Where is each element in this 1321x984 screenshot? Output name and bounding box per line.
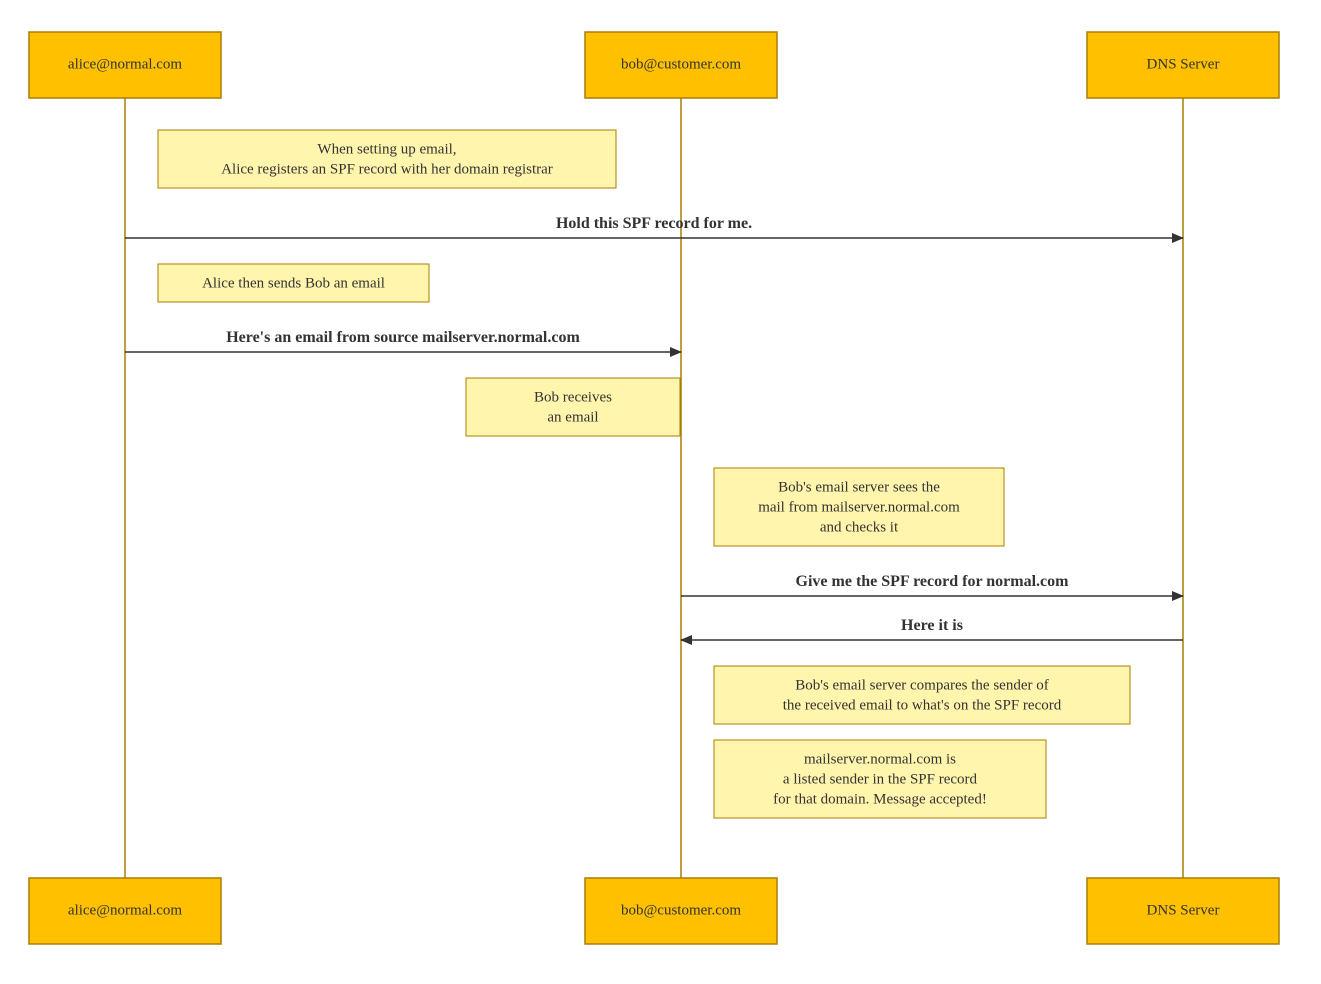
note-box: [466, 378, 680, 436]
actor-label-dns: DNS Server: [1147, 902, 1220, 918]
note-text: the received email to what's on the SPF …: [783, 697, 1062, 713]
note-text: a listed sender in the SPF record: [783, 771, 978, 787]
message-label: Here's an email from source mailserver.n…: [226, 329, 580, 346]
actor-label-bob: bob@customer.com: [621, 56, 741, 72]
actor-label-alice: alice@normal.com: [68, 902, 183, 918]
note-text: Alice registers an SPF record with her d…: [221, 161, 553, 177]
note-text: mailserver.normal.com is: [804, 751, 956, 767]
note-text: When setting up email,: [317, 141, 456, 157]
message-label: Give me the SPF record for normal.com: [796, 573, 1070, 590]
note-text: and checks it: [820, 519, 899, 535]
note-text: Bob receives: [534, 389, 612, 405]
note-box: [158, 130, 616, 188]
note-text: Bob's email server sees the: [778, 479, 940, 495]
actor-label-alice: alice@normal.com: [68, 56, 183, 72]
sequence-diagram: alice@normal.com bob@customer.com DNS Serv…: [0, 0, 1321, 984]
note-text: mail from mailserver.normal.com: [758, 499, 960, 515]
message-label: Hold this SPF record for me.: [556, 215, 752, 232]
note-text: for that domain. Message accepted!: [773, 791, 987, 807]
actor-label-bob: bob@customer.com: [621, 902, 741, 918]
note-box: [714, 666, 1130, 724]
actor-label-dns: DNS Server: [1147, 56, 1220, 72]
note-text: Bob's email server compares the sender o…: [795, 677, 1048, 693]
message-label: Here it is: [901, 617, 963, 634]
note-text: an email: [547, 409, 598, 425]
note-text: Alice then sends Bob an email: [202, 275, 385, 291]
